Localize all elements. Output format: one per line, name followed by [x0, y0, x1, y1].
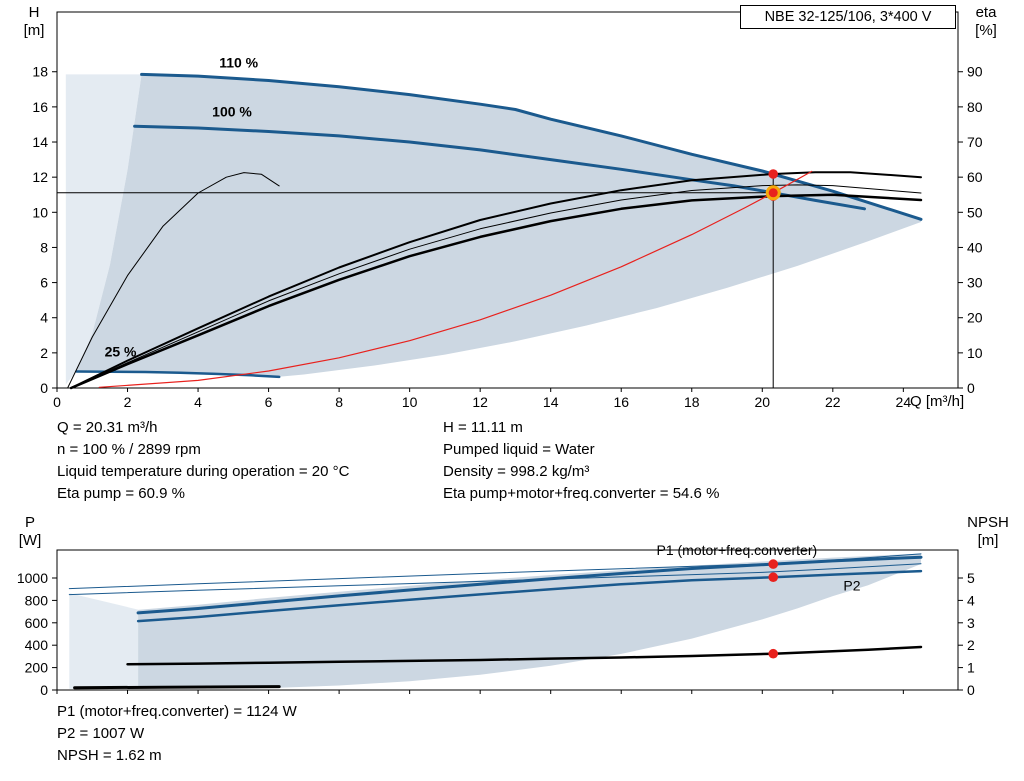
info-temp: Liquid temperature during operation = 20…: [57, 463, 350, 480]
right-axis-title-npsh: NPSH: [967, 514, 1009, 531]
p1-point: [768, 559, 779, 569]
eta-pump-curve: [70, 171, 922, 389]
label-p2-curve: P2: [843, 577, 860, 593]
label-100pct: 100 %: [212, 104, 252, 120]
eta-pump-point: [768, 169, 779, 179]
y-left-tick-label: 18: [32, 64, 48, 80]
hq-eta-chart-frame: [56, 11, 959, 389]
y-right-tick-label: 0: [967, 682, 975, 698]
left-axis-unit-w: [W]: [18, 532, 42, 549]
right-axis-title-eta: eta: [975, 4, 997, 21]
y-left-tick-label: 0: [40, 682, 48, 698]
y-right-tick-label: 70: [967, 134, 983, 150]
y-right-tick-label: 60: [967, 169, 983, 185]
right-axis-unit-pct: [%]: [975, 22, 997, 39]
y-right-tick-label: 4: [967, 592, 975, 608]
y-left-tick-label: 10: [32, 204, 48, 220]
right-axis-unit-m2: [m]: [977, 532, 999, 549]
y-left-tick-label: 0: [40, 380, 48, 396]
x-tick-label: 22: [825, 394, 841, 410]
power-envelope: [138, 553, 922, 688]
duty-info-right: H = 11.11 m Pumped liquid = Water Densit…: [443, 417, 719, 505]
x-tick-label: 18: [684, 394, 700, 410]
x-tick-label: 24: [896, 394, 912, 410]
y-right-tick-label: 80: [967, 99, 983, 115]
y-left-tick-label: 800: [25, 592, 49, 608]
label-p1-curve: P1 (motor+freq.converter): [656, 542, 817, 558]
y-right-tick-label: 10: [967, 345, 983, 361]
y-right-tick-label: 2: [967, 637, 975, 653]
y-right-tick-label: 30: [967, 275, 983, 291]
pump-title-box: NBE 32-125/106, 3*400 V: [740, 5, 956, 29]
envelope-left-wedge: [65, 74, 142, 385]
duty-point: [768, 188, 778, 198]
info-eta-total: Eta pump+motor+freq.converter = 54.6 %: [443, 485, 720, 502]
x-tick-label: 14: [543, 394, 559, 410]
y-left-tick-label: 8: [40, 239, 48, 255]
eta-mid-curve: [70, 184, 922, 389]
info-p1: P1 (motor+freq.converter) = 1124 W: [57, 703, 297, 720]
power-info: P1 (motor+freq.converter) = 1124 W P2 = …: [57, 701, 297, 767]
y-right-tick-label: 5: [967, 570, 975, 586]
x-tick-label: 4: [194, 394, 202, 410]
y-right-tick-label: 3: [967, 615, 975, 631]
y-left-tick-label: 4: [40, 310, 48, 326]
duty-info-left: Q = 20.31 m³/h n = 100 % / 2899 rpm Liqu…: [57, 417, 349, 505]
x-tick-label: 20: [754, 394, 770, 410]
npsh-point: [768, 648, 779, 659]
x-tick-label: 16: [613, 394, 629, 410]
y-left-tick-label: 2: [40, 345, 48, 361]
info-h: H = 11.11 m: [443, 419, 523, 436]
p1-curve: [136, 555, 923, 615]
y-right-tick-label: 0: [967, 380, 975, 396]
left-axis-unit-m: [m]: [23, 22, 45, 39]
power-npsh-chart: 0 200 400 600 800 1000 0 1 2 3 4 5 P1 (motor+freq.co…: [17, 542, 975, 698]
y-left-tick-label: 12: [32, 169, 48, 185]
x-tick-label: 0: [53, 394, 61, 410]
x-tick-label: 12: [472, 394, 488, 410]
y-left-tick-label: 600: [25, 615, 49, 631]
y-right-tick-label: 40: [967, 239, 983, 255]
y-left-tick-label: 1000: [17, 570, 48, 586]
left-axis-title-h: H: [28, 4, 40, 21]
label-25pct: 25 %: [105, 344, 137, 360]
power-envelope-left-wedge: [69, 593, 139, 689]
y-right-tick-label: 50: [967, 204, 983, 220]
y-left-tick-label: 6: [40, 275, 48, 291]
left-axis-title-p: P: [24, 514, 35, 531]
label-110pct: 110 %: [219, 54, 258, 70]
curve-110pct: [140, 72, 923, 221]
y-right-tick-label: 20: [967, 310, 983, 326]
x-tick-label: 6: [265, 394, 273, 410]
x-tick-label: 8: [335, 394, 343, 410]
y-left-tick-label: 400: [25, 637, 49, 653]
hq-eta-chart: 0 2 4 6 8 10 12 14 16 18 20 22 240246810121416180102…: [32, 11, 983, 410]
npsh-curve: [126, 645, 923, 666]
y-right-tick-label: 90: [967, 64, 983, 80]
power-npsh-chart-frame: [56, 549, 959, 691]
info-q: Q = 20.31 m³/h: [57, 419, 158, 436]
x-tick-label: 2: [124, 394, 132, 410]
y-right-tick-label: 1: [967, 660, 975, 676]
system-curve: [98, 170, 813, 388]
info-n: n = 100 % / 2899 rpm: [57, 441, 201, 458]
y-left-tick-label: 16: [32, 99, 48, 115]
p2-curve: [136, 569, 923, 623]
x-axis-title-q: Q [m³/h]: [910, 393, 965, 410]
p2-point: [768, 572, 779, 583]
info-p2: P2 = 1007 W: [57, 725, 145, 742]
y-left-tick-label: 200: [25, 660, 49, 676]
operating-envelope: [76, 74, 921, 377]
x-tick-label: 10: [402, 394, 418, 410]
info-eta-pump: Eta pump = 60.9 %: [57, 485, 185, 502]
info-liquid: Pumped liquid = Water: [443, 441, 595, 458]
p-curve-25pct: [73, 685, 281, 690]
info-density: Density = 998.2 kg/m³: [443, 463, 590, 480]
y-left-tick-label: 14: [32, 134, 48, 150]
info-npsh: NPSH = 1.62 m: [57, 747, 162, 764]
